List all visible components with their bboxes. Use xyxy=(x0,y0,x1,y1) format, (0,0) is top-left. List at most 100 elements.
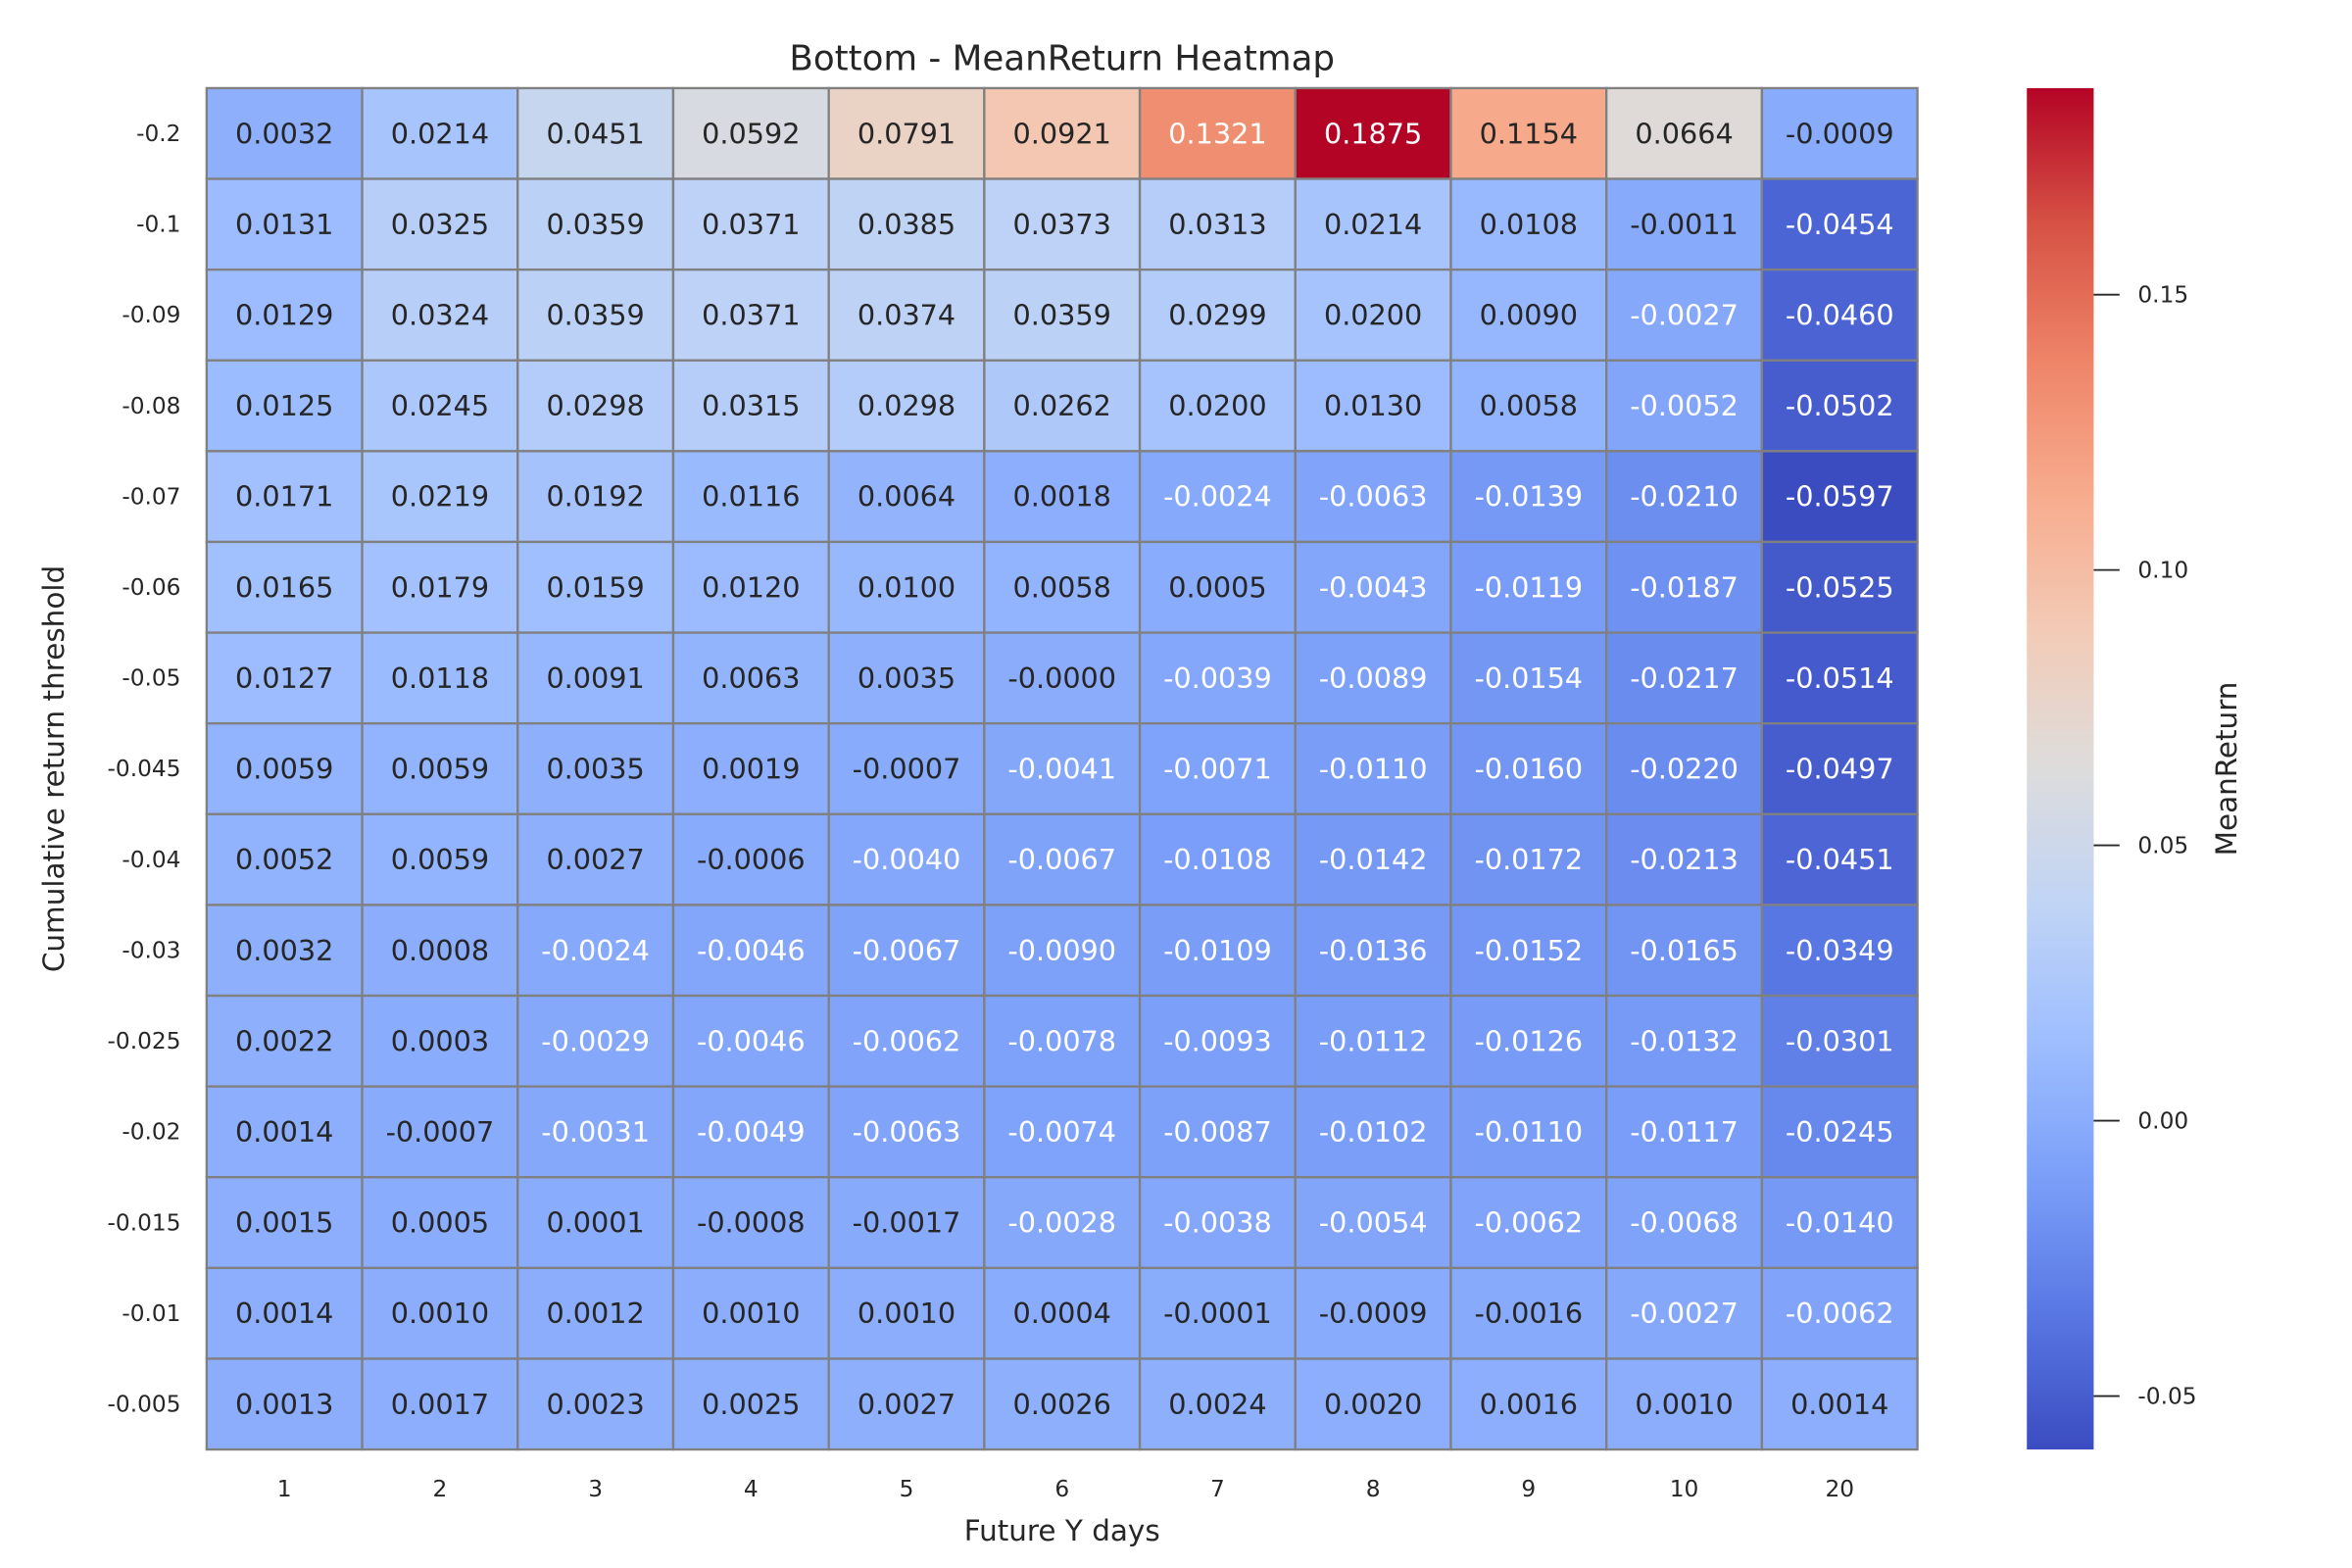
heatmap-cell xyxy=(205,1357,364,1451)
heatmap-cell xyxy=(1138,359,1297,453)
cell-value-label: 0.0018 xyxy=(1013,480,1111,514)
heatmap-cell xyxy=(516,1085,675,1179)
cell-value-label: 0.0027 xyxy=(858,1388,956,1421)
y-tick-label: -0.03 xyxy=(122,937,180,963)
cell-value-label: -0.0011 xyxy=(1630,208,1739,241)
heatmap-cell xyxy=(1605,722,1764,815)
heatmap-cell xyxy=(827,450,986,544)
cell-value-label: 0.0014 xyxy=(235,1297,333,1330)
heatmap-cell xyxy=(516,1266,675,1360)
colorbar-tick-label: 0.15 xyxy=(2137,281,2188,308)
cell-value-label: 0.1154 xyxy=(1480,117,1578,150)
heatmap-cell xyxy=(1449,268,1608,362)
cell-value-label: 0.0219 xyxy=(391,480,489,514)
cell-value-label: 0.0299 xyxy=(1168,299,1266,332)
cell-value-label: 0.0063 xyxy=(702,662,800,695)
cell-value-label: 0.0004 xyxy=(1013,1297,1111,1330)
heatmap-cell xyxy=(1760,722,1919,815)
cell-value-label: -0.0027 xyxy=(1630,299,1739,332)
heatmap-cell xyxy=(671,359,830,453)
heatmap-cell xyxy=(1294,1357,1452,1451)
heatmap-cell xyxy=(1760,904,1919,998)
cell-value-label: -0.0451 xyxy=(1786,843,1894,876)
heatmap-cell xyxy=(1449,540,1608,634)
colorbar-tick-label: 0.10 xyxy=(2137,557,2188,583)
x-axis-label: Future Y days xyxy=(964,1514,1160,1547)
heatmap-cell xyxy=(983,994,1142,1088)
cell-value-label: -0.0525 xyxy=(1786,570,1894,604)
cell-value-label: -0.0001 xyxy=(1163,1297,1272,1330)
x-tick-label: 1 xyxy=(277,1476,292,1502)
cell-value-label: -0.0597 xyxy=(1786,480,1894,514)
cell-value-label: 0.0116 xyxy=(702,480,800,514)
heatmap-cell xyxy=(1760,86,1919,180)
cell-value-label: 0.0058 xyxy=(1013,570,1111,604)
heatmap-cell xyxy=(516,904,675,998)
cell-value-label: -0.0046 xyxy=(697,934,806,967)
cell-value-label: -0.0213 xyxy=(1630,843,1739,876)
heatmap-cell xyxy=(1760,1085,1919,1179)
heatmap-cell xyxy=(983,1266,1142,1360)
cell-value-label: -0.0008 xyxy=(697,1206,806,1240)
y-tick-label: -0.1 xyxy=(136,212,180,238)
cell-value-label: -0.0024 xyxy=(1163,480,1272,514)
cell-value-label: -0.0027 xyxy=(1630,1297,1739,1330)
heatmap-cell xyxy=(1294,177,1452,271)
cell-value-label: 0.0014 xyxy=(235,1115,333,1149)
colorbar-tick-label: 0.05 xyxy=(2137,832,2188,858)
cell-value-label: 0.0200 xyxy=(1168,389,1266,422)
heatmap-cell xyxy=(1294,1266,1452,1360)
y-tick-label: -0.09 xyxy=(122,302,180,328)
cell-value-label: 0.0451 xyxy=(546,117,644,150)
cell-value-label: 0.0313 xyxy=(1168,208,1266,241)
cell-value-label: -0.0187 xyxy=(1630,570,1739,604)
cell-value-label: -0.0009 xyxy=(1319,1297,1428,1330)
cell-value-label: -0.0078 xyxy=(1007,1024,1116,1057)
heatmap-cell xyxy=(1605,450,1764,544)
cell-value-label: -0.0110 xyxy=(1319,753,1428,786)
cell-value-label: 0.0010 xyxy=(702,1297,800,1330)
cell-value-label: 0.0179 xyxy=(391,570,489,604)
heatmap-cell xyxy=(671,722,830,815)
cell-value-label: 0.0127 xyxy=(235,662,333,695)
cell-value-label: -0.0220 xyxy=(1630,753,1739,786)
cell-value-label: 0.0108 xyxy=(1480,208,1578,241)
heatmap-cell xyxy=(361,1085,519,1179)
cell-value-label: 0.0359 xyxy=(546,299,644,332)
heatmap-cell xyxy=(983,177,1142,271)
cell-value-label: -0.0054 xyxy=(1319,1206,1428,1240)
heatmap-cell xyxy=(1605,1085,1764,1179)
heatmap-cell xyxy=(827,994,986,1088)
cell-value-label: -0.0497 xyxy=(1786,753,1894,786)
heatmap-cell xyxy=(1605,994,1764,1088)
x-tick-label: 20 xyxy=(1825,1476,1854,1502)
cell-value-label: -0.0089 xyxy=(1319,662,1428,695)
heatmap-cell xyxy=(1449,994,1608,1088)
heatmap-cell xyxy=(983,359,1142,453)
heatmap-cell xyxy=(1760,812,1919,906)
cell-value-label: 0.0019 xyxy=(702,753,800,786)
heatmap-cell xyxy=(1605,177,1764,271)
heatmap-cell xyxy=(516,812,675,906)
cell-value-label: -0.0006 xyxy=(697,843,806,876)
cell-value-label: -0.0039 xyxy=(1163,662,1272,695)
heatmap-cell xyxy=(1449,631,1608,725)
heatmap-cell xyxy=(827,904,986,998)
heatmap-cell xyxy=(983,86,1142,180)
cell-value-label: 0.0130 xyxy=(1324,389,1422,422)
cell-value-label: 0.0035 xyxy=(858,662,956,695)
heatmap-cell xyxy=(1138,1266,1297,1360)
cell-value-label: -0.0062 xyxy=(853,1024,961,1057)
heatmap-cell xyxy=(361,994,519,1088)
cell-value-label: 0.0032 xyxy=(235,117,333,150)
cell-value-label: 0.0005 xyxy=(391,1206,489,1240)
cell-value-label: 0.0592 xyxy=(702,117,800,150)
heatmap-cell xyxy=(1605,1357,1764,1451)
heatmap-cell xyxy=(983,904,1142,998)
cell-value-label: -0.0043 xyxy=(1319,570,1428,604)
heatmap-cell xyxy=(827,1266,986,1360)
heatmap-cell xyxy=(1760,268,1919,362)
colorbar-label: MeanReturn xyxy=(2210,682,2243,857)
cell-value-label: -0.0040 xyxy=(853,843,961,876)
